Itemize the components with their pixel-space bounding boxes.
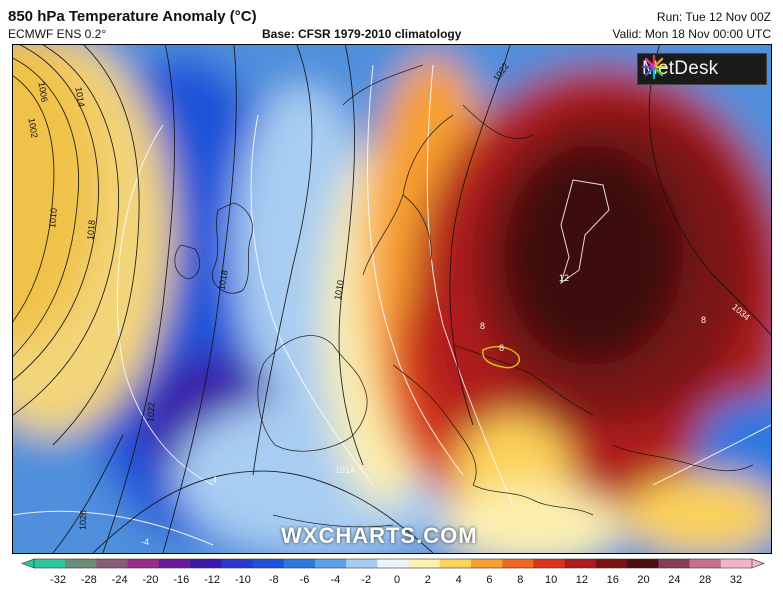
colorbar-tick-label: -24 <box>112 574 128 586</box>
base-climatology-label: Base: CFSR 1979-2010 climatology <box>262 27 462 41</box>
colorbar-tick-label: 6 <box>486 574 492 586</box>
isotherm-label: -4 <box>141 537 150 547</box>
colorbar-swatch <box>252 559 285 568</box>
colorbar-swatch <box>221 559 254 568</box>
colorbar-tick-label: -8 <box>269 574 279 586</box>
colorbar-tick-label: -20 <box>143 574 159 586</box>
colorbar-tick-label: -28 <box>81 574 97 586</box>
colorbar-swatch <box>533 559 566 568</box>
isobar-lines <box>13 45 771 553</box>
colorbar-tick-label: 16 <box>607 574 619 586</box>
isobar-label: 1014 <box>335 465 356 475</box>
colorbar-swatch <box>689 559 722 568</box>
colorbar-tick-label: 4 <box>456 574 462 586</box>
colorbar-tick-label: 20 <box>637 574 649 586</box>
colorbar-swatch <box>595 559 628 568</box>
color-scale-bar: -32 -28 -24 -20 -16 -12 -10 -8 -6 -4 -2 0 2 4 6 8 10 12 16… <box>21 558 765 586</box>
wxcharts-watermark: WXCHARTS.COM <box>281 523 478 548</box>
colorbar-swatch <box>564 559 597 568</box>
colorbar-swatch <box>720 559 753 568</box>
colorbar-frame <box>33 558 753 569</box>
colorbar-swatch <box>127 559 160 568</box>
colorbar-swatch <box>502 559 534 568</box>
map-canvas <box>13 45 771 553</box>
colorbar-swatch <box>190 559 222 568</box>
isobar-label: 1010 <box>47 207 59 229</box>
isotherm-lines <box>13 64 771 546</box>
anomaly-field <box>13 45 771 553</box>
metdesk-logo: MetDesk <box>637 53 767 85</box>
colorbar-tick-label: 10 <box>545 574 557 586</box>
metdesk-starburst-logo-icon <box>641 54 667 80</box>
colorbar-tick-label: -32 <box>50 574 66 586</box>
colorbar-tick-label: -6 <box>300 574 310 586</box>
colorbar-tick-label: 8 <box>517 574 523 586</box>
coastlines <box>174 64 754 528</box>
isobar-label: 1018 <box>85 219 97 241</box>
colorbar-swatch <box>96 559 129 568</box>
isotherm-label: -4 <box>209 475 218 485</box>
colorbar-min-arrow <box>21 558 35 569</box>
colorbar-tick-label: -4 <box>330 574 340 586</box>
colorbar-tick-label: 12 <box>576 574 588 586</box>
colorbar-swatch <box>34 559 66 568</box>
colorbar-swatch <box>408 559 441 568</box>
anomaly-map: 1006 1002 1014 1010 1018 1022 1018 1010 … <box>12 44 772 554</box>
colorbar-tick-label: 0 <box>394 574 400 586</box>
colorbar-max-arrow <box>751 558 765 569</box>
chart-title: 850 hPa Temperature Anomaly (°C) <box>8 8 257 25</box>
colorbar-tick-label: 28 <box>699 574 711 586</box>
colorbar-tick-label: 2 <box>425 574 431 586</box>
colorbar-swatch <box>346 559 378 568</box>
colorbar-tick-label: -2 <box>361 574 371 586</box>
colorbar-swatch <box>627 559 659 568</box>
colorbar-swatch <box>314 559 347 568</box>
colorbar-swatch <box>65 559 97 568</box>
colorbar-swatch <box>377 559 410 568</box>
colorbar-tick-label: -12 <box>204 574 220 586</box>
colorbar-swatch <box>658 559 691 568</box>
run-time-label: Run: Tue 12 Nov 00Z <box>656 10 771 24</box>
model-label: ECMWF ENS 0.2° <box>8 27 107 41</box>
colorbar-swatch <box>471 559 503 568</box>
colorbar-tick-label: -16 <box>173 574 189 586</box>
isotherm-label: 8 <box>701 315 707 325</box>
isotherm-label: 8 <box>499 343 505 353</box>
colorbar-swatch <box>283 559 316 568</box>
isotherm-label: 12 <box>559 273 570 283</box>
colorbar-tick-label: -10 <box>235 574 251 586</box>
isobar-label: 1022 <box>145 401 157 423</box>
colorbar-swatch <box>439 559 472 568</box>
isobar-label: 1026 <box>77 509 89 531</box>
colorbar-tick-label: 24 <box>668 574 680 586</box>
isotherm-label: 8 <box>480 321 486 331</box>
colorbar-swatch <box>158 559 191 568</box>
valid-time-label: Valid: Mon 18 Nov 00:00 UTC <box>612 27 771 41</box>
colorbar-tick-label: 32 <box>730 574 742 586</box>
